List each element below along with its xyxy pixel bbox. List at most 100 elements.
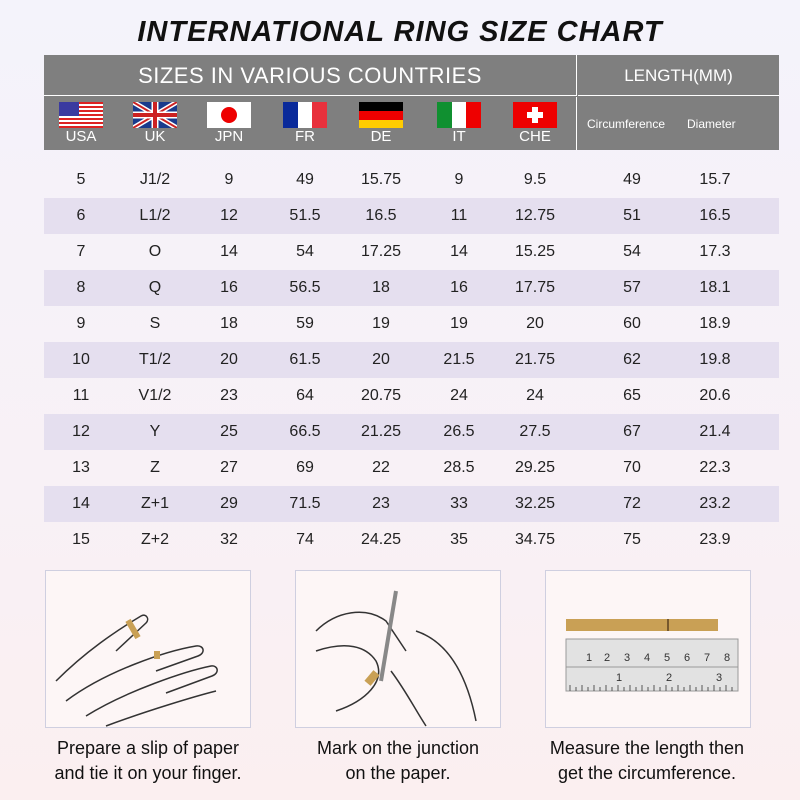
table-cell: L1/2 — [139, 207, 171, 224]
table-cell: 9.5 — [523, 171, 547, 188]
table-cell: 13 — [72, 459, 90, 476]
table-row: 13 Z 27 69 22 28.5 29.25 70 22.3 — [44, 450, 779, 486]
table-cell: 34.75 — [514, 531, 556, 548]
table-row: 15 Z+2 32 74 24.25 35 34.75 75 23.9 — [44, 522, 779, 558]
country-uk: UK — [133, 102, 177, 146]
table-row: 10 T1/2 20 61.5 20 21.5 21.75 62 19.8 — [44, 342, 779, 378]
svg-text:4: 4 — [644, 652, 650, 664]
table-header: SIZES IN VARIOUS COUNTRIES LENGTH(MM) US… — [44, 55, 779, 150]
france-flag-icon — [283, 102, 327, 128]
table-row: 12 Y 25 66.5 21.25 26.5 27.5 67 21.4 — [44, 414, 779, 450]
table-cell: 19.8 — [699, 351, 731, 368]
table-cell: 7 — [76, 243, 86, 260]
table-cell: 49 — [623, 171, 641, 188]
table-cell: 20 — [372, 351, 390, 368]
table-cell: 56.5 — [289, 279, 321, 296]
country-code: CHE — [519, 128, 551, 145]
table-cell: 12 — [72, 423, 90, 440]
table-cell: 8 — [76, 279, 86, 296]
step-1-caption: Prepare a slip of paper and tie it on you… — [54, 738, 242, 783]
country-code: UK — [144, 128, 166, 145]
table-cell: 14 — [72, 495, 90, 512]
table-cell: 16.5 — [365, 207, 397, 224]
table-cell: 18 — [220, 315, 238, 332]
country-de: DE — [359, 102, 403, 146]
us-flag-icon — [59, 102, 103, 128]
table-cell: 16 — [450, 279, 468, 296]
table-cell: S — [149, 315, 161, 332]
table-cell: 26.5 — [443, 423, 475, 440]
table-cell: 20.6 — [699, 387, 731, 404]
table-cell: V1/2 — [138, 387, 172, 404]
table-cell: 67 — [623, 423, 641, 440]
table-cell: Z+1 — [140, 495, 169, 512]
circumference-header: Circumference — [587, 117, 666, 131]
table-cell: 25 — [220, 423, 238, 440]
table-cell: 15 — [72, 531, 90, 548]
table-cell: 5 — [76, 171, 86, 188]
uk-flag-icon — [133, 102, 177, 128]
svg-text:2: 2 — [604, 652, 610, 664]
flag-row: USA UK JPN FR DE IT CHE — [44, 97, 577, 150]
step-1-illustration — [45, 570, 251, 728]
table-cell: 49 — [296, 171, 314, 188]
step-3-caption: Measure the length then get the circumfer… — [549, 738, 745, 783]
table-cell: 54 — [296, 243, 314, 260]
svg-text:2: 2 — [666, 672, 672, 684]
country-code: FR — [295, 128, 315, 145]
country-che: CHE — [513, 102, 557, 146]
table-cell: 16 — [220, 279, 238, 296]
table-cell: 27 — [220, 459, 238, 476]
table-row: 11 V1/2 23 64 20.75 24 24 65 20.6 — [44, 378, 779, 414]
table-cell: 57 — [623, 279, 641, 296]
step-2-caption: Mark on the junction on the paper. — [316, 738, 480, 783]
svg-text:3: 3 — [624, 652, 630, 664]
table-row: 6 L1/2 12 51.5 16.5 11 12.75 51 16.5 — [44, 198, 779, 234]
svg-text:7: 7 — [704, 652, 710, 664]
table-cell: Q — [148, 279, 162, 296]
table-cell: 17.3 — [699, 243, 731, 260]
country-usa: USA — [59, 102, 103, 146]
table-cell: 23.9 — [699, 531, 731, 548]
table-row: 7 O 14 54 17.25 14 15.25 54 17.3 — [44, 234, 779, 270]
country-code: IT — [452, 128, 466, 145]
table-cell: 70 — [623, 459, 641, 476]
table-cell: 24 — [450, 387, 468, 404]
table-cell: 9 — [454, 171, 464, 188]
table-row: 5 J1/2 9 49 15.75 9 9.5 49 15.7 — [44, 162, 779, 198]
svg-text:1: 1 — [616, 672, 622, 684]
table-cell: 17.25 — [360, 243, 402, 260]
table-cell: 24.25 — [360, 531, 402, 548]
length-header: LENGTH(MM) — [578, 55, 779, 96]
table-cell: 18 — [372, 279, 390, 296]
italy-flag-icon — [437, 102, 481, 128]
table-cell: 19 — [450, 315, 468, 332]
table-cell: 9 — [76, 315, 86, 332]
table-cell: 28.5 — [443, 459, 475, 476]
table-cell: 21.75 — [514, 351, 556, 368]
svg-text:3: 3 — [716, 672, 722, 684]
table-cell: 51 — [623, 207, 641, 224]
step-2-illustration — [295, 570, 501, 728]
table-cell: 69 — [296, 459, 314, 476]
table-cell: 14 — [450, 243, 468, 260]
table-cell: Z+2 — [140, 531, 169, 548]
table-cell: 59 — [296, 315, 314, 332]
table-cell: J1/2 — [139, 171, 171, 188]
table-cell: 19 — [372, 315, 390, 332]
table-cell: 64 — [296, 387, 314, 404]
table-cell: 29.25 — [514, 459, 556, 476]
svg-text:6: 6 — [684, 652, 690, 664]
table-cell: 6 — [76, 207, 86, 224]
table-cell: 66.5 — [289, 423, 321, 440]
table-cell: 15.75 — [360, 171, 402, 188]
table-cell: 74 — [296, 531, 314, 548]
diameter-header: Diameter — [687, 117, 736, 131]
table-cell: 72 — [623, 495, 641, 512]
table-cell: T1/2 — [138, 351, 171, 368]
table-cell: 16.5 — [699, 207, 731, 224]
table-cell: 32.25 — [514, 495, 556, 512]
svg-text:8: 8 — [724, 652, 730, 664]
table-cell: 61.5 — [289, 351, 321, 368]
